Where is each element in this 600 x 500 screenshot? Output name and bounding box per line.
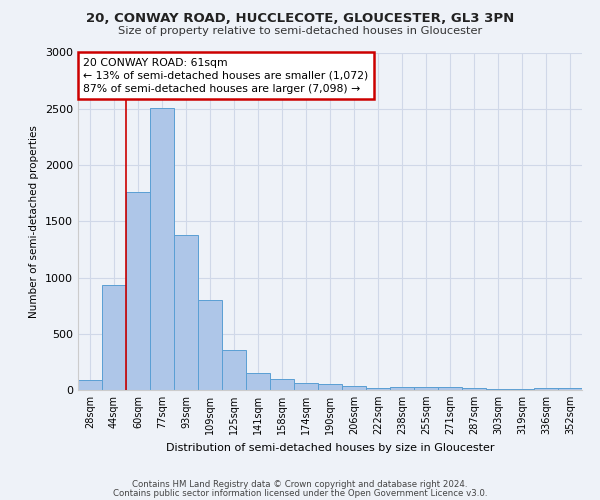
Bar — [510, 389, 534, 390]
Y-axis label: Number of semi-detached properties: Number of semi-detached properties — [29, 125, 40, 318]
Text: Contains public sector information licensed under the Open Government Licence v3: Contains public sector information licen… — [113, 488, 487, 498]
Bar — [294, 383, 318, 390]
X-axis label: Distribution of semi-detached houses by size in Gloucester: Distribution of semi-detached houses by … — [166, 442, 494, 452]
Text: 20 CONWAY ROAD: 61sqm
← 13% of semi-detached houses are smaller (1,072)
87% of s: 20 CONWAY ROAD: 61sqm ← 13% of semi-deta… — [83, 58, 368, 94]
Bar — [438, 387, 462, 390]
Bar — [222, 350, 246, 390]
Bar — [414, 387, 438, 390]
Bar — [102, 286, 126, 390]
Bar — [150, 108, 174, 390]
Bar — [318, 384, 342, 390]
Bar — [462, 388, 486, 390]
Bar — [174, 235, 198, 390]
Bar — [126, 192, 150, 390]
Bar — [198, 300, 222, 390]
Bar — [558, 388, 582, 390]
Bar — [534, 388, 558, 390]
Bar — [366, 388, 390, 390]
Bar — [246, 372, 270, 390]
Bar — [270, 379, 294, 390]
Text: 20, CONWAY ROAD, HUCCLECOTE, GLOUCESTER, GL3 3PN: 20, CONWAY ROAD, HUCCLECOTE, GLOUCESTER,… — [86, 12, 514, 26]
Bar — [390, 386, 414, 390]
Bar — [78, 380, 102, 390]
Text: Size of property relative to semi-detached houses in Gloucester: Size of property relative to semi-detach… — [118, 26, 482, 36]
Text: Contains HM Land Registry data © Crown copyright and database right 2024.: Contains HM Land Registry data © Crown c… — [132, 480, 468, 489]
Bar — [486, 389, 510, 390]
Bar — [342, 386, 366, 390]
